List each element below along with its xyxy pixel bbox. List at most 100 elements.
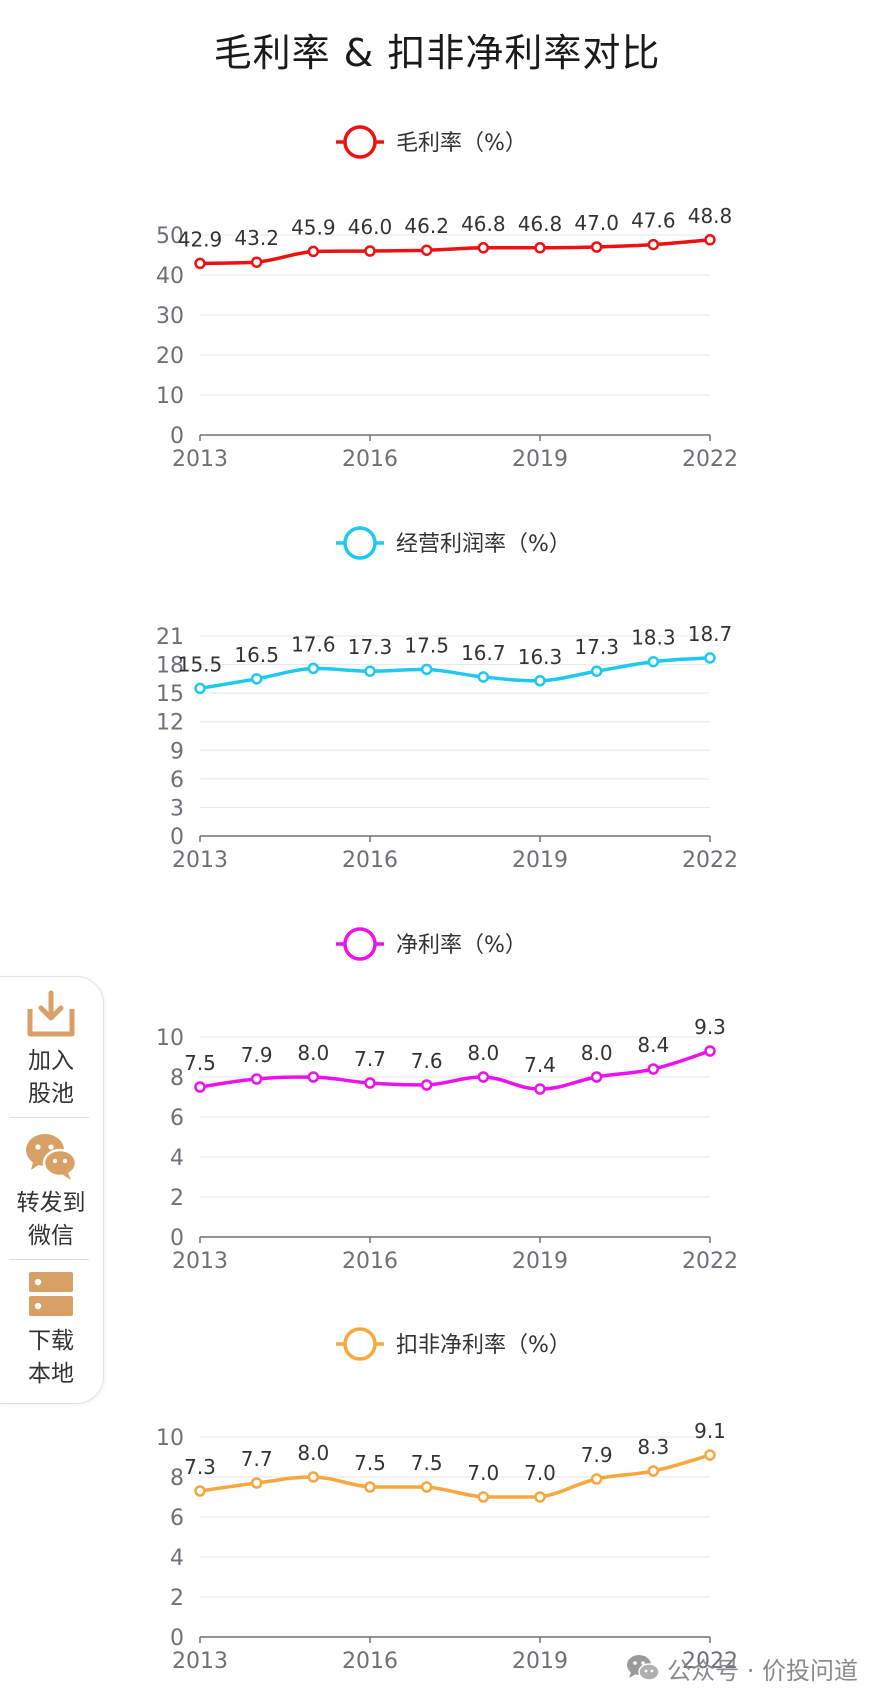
- series-line: [199, 1049, 711, 1091]
- data-point: [590, 665, 603, 677]
- data-label: 18.3: [631, 626, 676, 650]
- sidebar-divider: [9, 1117, 89, 1118]
- x-tick-label: 2013: [172, 1649, 228, 1674]
- y-tick-label: 3: [170, 796, 184, 821]
- data-point: [420, 663, 433, 676]
- download-local-button[interactable]: 下载 本地: [0, 1269, 103, 1391]
- page-title: 毛利率 & 扣非净利率对比: [213, 31, 661, 75]
- data-label: 46.2: [404, 214, 449, 238]
- data-point: [307, 245, 320, 258]
- legend-label: 净利率（%）: [396, 933, 527, 958]
- data-point: [307, 1471, 320, 1483]
- x-tick-label: 2013: [172, 848, 228, 873]
- data-label: 7.4: [524, 1053, 556, 1077]
- data-label: 46.8: [518, 212, 563, 236]
- y-tick-label: 6: [170, 1106, 184, 1131]
- legend-label: 毛利率（%）: [396, 131, 527, 156]
- data-point: [647, 238, 660, 251]
- y-tick-label: 4: [170, 1146, 184, 1171]
- y-tick-label: 8: [170, 1066, 184, 1091]
- x-tick-label: 2022: [682, 1249, 738, 1274]
- data-label: 16.7: [461, 641, 506, 665]
- data-label: 7.9: [581, 1443, 613, 1467]
- data-point: [194, 1485, 206, 1497]
- share-label-line2: 微信: [28, 1223, 74, 1249]
- data-point: [364, 1481, 376, 1493]
- y-tick-label: 10: [156, 1426, 184, 1451]
- x-tick-label: 2016: [342, 447, 398, 472]
- data-label: 8.0: [581, 1041, 613, 1065]
- data-point: [647, 1063, 660, 1075]
- wechat-icon: [26, 1134, 78, 1180]
- x-tick-label: 2013: [172, 1249, 228, 1274]
- y-tick-label: 10: [156, 1026, 184, 1051]
- x-tick-label: 2019: [512, 1649, 568, 1674]
- data-point: [534, 1083, 546, 1095]
- y-tick-label: 21: [156, 625, 184, 650]
- data-label: 7.9: [241, 1043, 273, 1067]
- data-point: [477, 671, 490, 683]
- y-tick-label: 20: [156, 344, 184, 369]
- data-point: [250, 1477, 263, 1489]
- server-icon: [29, 1272, 73, 1316]
- y-tick-label: 6: [170, 768, 184, 793]
- floating-sidebar: 加入 股池 转发到 微信 下载 本地: [0, 976, 104, 1404]
- y-tick-label: 30: [156, 304, 184, 329]
- data-point: [590, 241, 603, 253]
- data-point: [250, 673, 263, 685]
- download-label-line2: 本地: [28, 1361, 74, 1387]
- data-point: [194, 1081, 206, 1093]
- x-tick-label: 2022: [682, 1649, 738, 1674]
- data-point: [477, 1491, 490, 1503]
- data-point: [364, 1077, 376, 1089]
- y-tick-label: 0: [170, 1626, 184, 1651]
- y-tick-label: 0: [170, 825, 184, 850]
- share-to-wechat-button[interactable]: 转发到 微信: [0, 1129, 103, 1253]
- y-tick-label: 15: [156, 682, 184, 707]
- y-tick-label: 50: [156, 224, 184, 249]
- data-label: 46.8: [461, 212, 506, 236]
- series-line: [199, 656, 711, 691]
- watermark-text: 公众号 · 价投问道: [667, 1656, 858, 1685]
- data-point: [534, 675, 546, 687]
- data-point: [534, 242, 546, 254]
- data-point: [307, 1071, 320, 1083]
- x-tick-label: 2019: [512, 848, 568, 873]
- data-point: [590, 1473, 603, 1485]
- data-point: [704, 234, 716, 246]
- data-point: [250, 256, 263, 268]
- add-label-line1: 加入: [28, 1048, 74, 1074]
- download-label-line1: 下载: [28, 1328, 74, 1354]
- x-tick-label: 2013: [172, 447, 228, 472]
- y-tick-label: 2: [170, 1586, 184, 1611]
- wechat-logo-icon: [627, 1655, 660, 1681]
- data-label: 7.7: [354, 1047, 386, 1071]
- data-point: [647, 655, 660, 668]
- data-label: 7.3: [184, 1455, 216, 1479]
- data-point: [364, 665, 376, 677]
- data-label: 7.5: [411, 1451, 443, 1475]
- data-label: 8.0: [297, 1041, 329, 1065]
- data-point: [704, 1449, 716, 1461]
- data-point: [704, 1045, 716, 1057]
- data-point: [477, 1071, 490, 1083]
- data-point: [420, 1481, 433, 1493]
- data-label: 7.6: [411, 1049, 443, 1073]
- data-point: [307, 662, 320, 675]
- x-tick-label: 2019: [512, 447, 568, 472]
- data-label: 8.4: [637, 1033, 669, 1057]
- series-line: [199, 238, 711, 266]
- data-label: 17.3: [348, 635, 393, 659]
- data-label: 17.6: [291, 632, 336, 656]
- data-point: [420, 244, 433, 256]
- data-point: [590, 1071, 603, 1083]
- add-to-pool-button[interactable]: 加入 股池: [0, 987, 103, 1111]
- data-point: [477, 242, 490, 254]
- data-label: 7.0: [467, 1461, 499, 1485]
- y-tick-label: 2: [170, 1186, 184, 1211]
- watermark: 公众号 · 价投问道: [625, 1648, 858, 1688]
- legend-label: 扣非净利率（%）: [396, 1333, 571, 1358]
- data-point: [534, 1491, 546, 1503]
- data-label: 7.7: [241, 1447, 273, 1471]
